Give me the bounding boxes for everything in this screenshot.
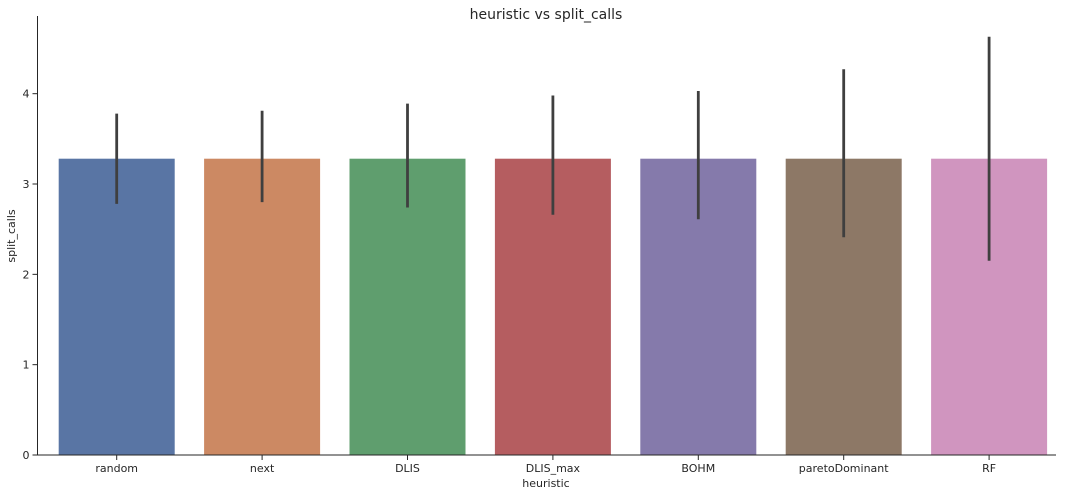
x-tick-label-BOHM: BOHM xyxy=(681,462,715,475)
y-tick-label-4: 4 xyxy=(23,88,30,101)
chart-title: heuristic vs split_calls xyxy=(470,7,623,23)
x-tick-label-DLIS_max: DLIS_max xyxy=(526,462,581,475)
bar-DLIS xyxy=(349,158,466,455)
y-tick-label-1: 1 xyxy=(23,359,30,372)
x-tick-label-next: next xyxy=(250,462,275,475)
x-ticks-group: random next DLIS DLIS_max BOHM paretoDominant… xyxy=(95,455,996,475)
x-tick-label-random: random xyxy=(95,462,138,475)
bar-next xyxy=(204,158,321,455)
y-axis-label: split_calls xyxy=(5,209,18,263)
error-bars-group xyxy=(115,36,991,261)
y-ticks-group: 0 1 2 3 4 xyxy=(23,88,38,462)
x-tick-label-paretoDominant: paretoDominant xyxy=(799,462,889,475)
x-tick-label-DLIS: DLIS xyxy=(395,462,420,475)
x-tick-label-RF: RF xyxy=(982,462,996,475)
y-tick-label-3: 3 xyxy=(23,178,30,191)
x-axis-label: heuristic xyxy=(522,477,569,490)
y-tick-label-0: 0 xyxy=(23,449,30,462)
bar-random xyxy=(58,158,175,455)
y-tick-label-2: 2 xyxy=(23,268,30,281)
